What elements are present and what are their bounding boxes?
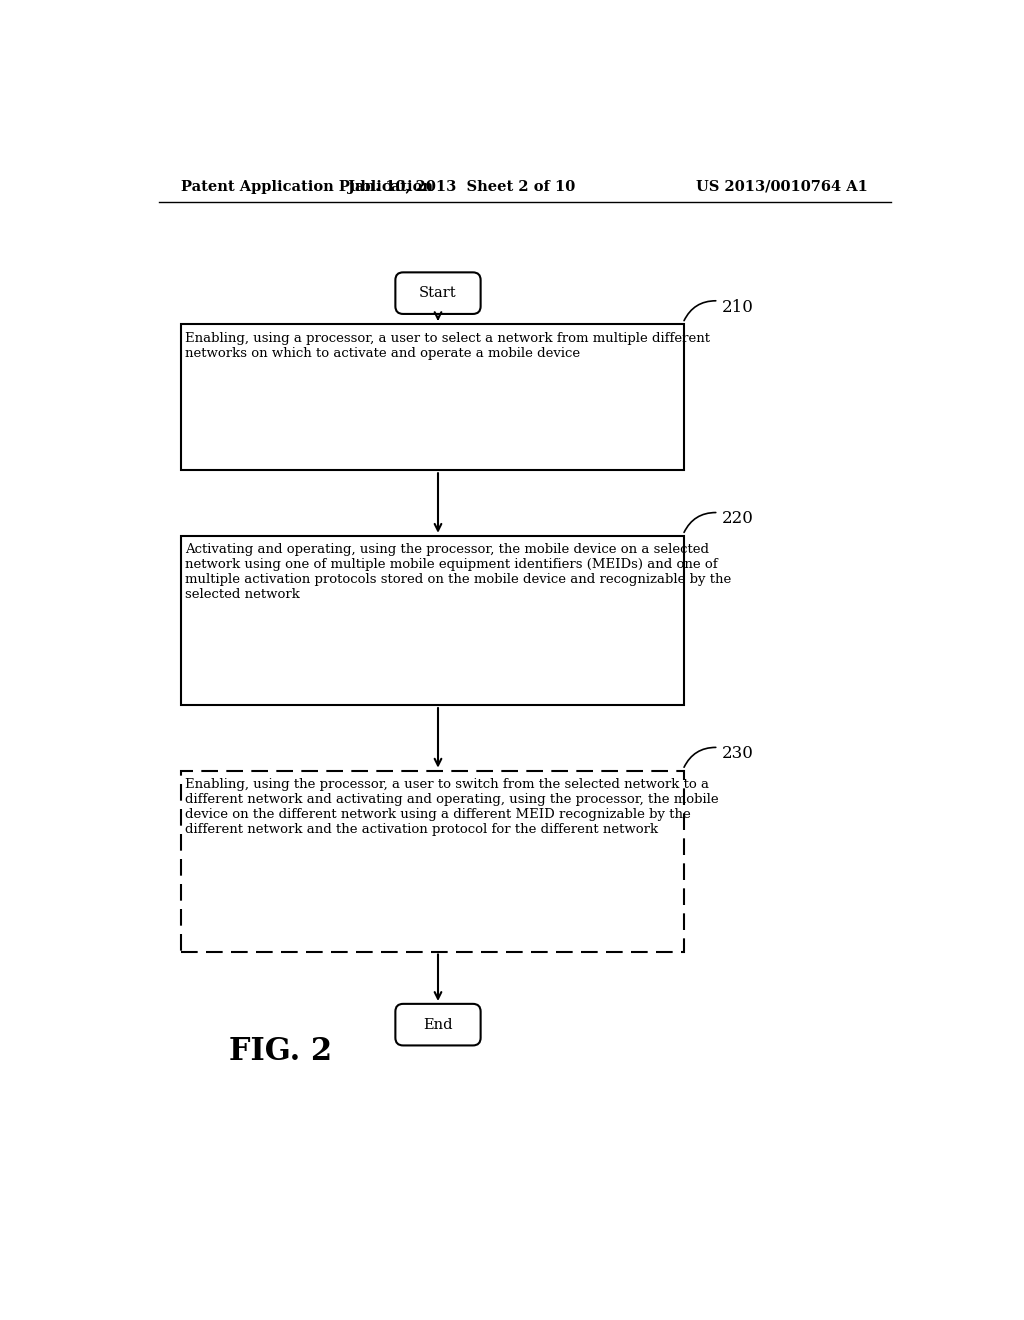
Text: Enabling, using the processor, a user to switch from the selected network to a
d: Enabling, using the processor, a user to… <box>185 779 719 837</box>
Text: 220: 220 <box>722 511 754 527</box>
Bar <box>180 771 684 952</box>
FancyBboxPatch shape <box>395 1003 480 1045</box>
Text: FIG. 2: FIG. 2 <box>228 1036 332 1067</box>
Text: Patent Application Publication: Patent Application Publication <box>180 180 433 194</box>
FancyBboxPatch shape <box>395 272 480 314</box>
Text: Start: Start <box>419 286 457 300</box>
Text: Enabling, using a processor, a user to select a network from multiple different
: Enabling, using a processor, a user to s… <box>185 331 711 359</box>
Bar <box>180 536 684 705</box>
Text: End: End <box>423 1018 453 1032</box>
Text: Activating and operating, using the processor, the mobile device on a selected
n: Activating and operating, using the proc… <box>185 544 731 602</box>
Text: 230: 230 <box>722 744 754 762</box>
Text: Jan. 10, 2013  Sheet 2 of 10: Jan. 10, 2013 Sheet 2 of 10 <box>347 180 574 194</box>
Text: US 2013/0010764 A1: US 2013/0010764 A1 <box>696 180 868 194</box>
Bar <box>180 323 684 470</box>
Text: 210: 210 <box>722 298 754 315</box>
